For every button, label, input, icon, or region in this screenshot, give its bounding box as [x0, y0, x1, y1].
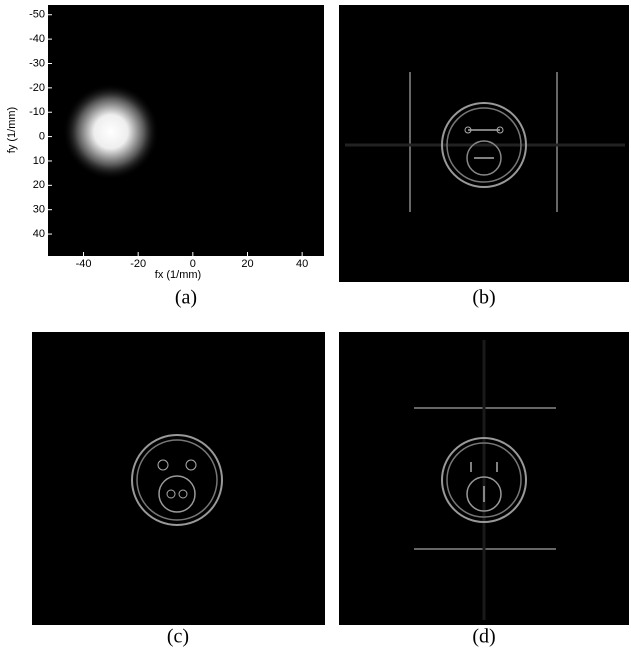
- x-tick-label: -40: [76, 258, 92, 270]
- caption: (b): [472, 287, 495, 309]
- x-tick-label: 40: [296, 258, 308, 270]
- y-tick-label: -40: [29, 33, 45, 45]
- y-axis-label: fy (1/mm): [6, 107, 18, 153]
- caption: (d): [472, 626, 495, 648]
- y-tick-label: 30: [33, 204, 45, 216]
- caption: (a): [175, 287, 197, 309]
- y-tick-label: -30: [29, 57, 45, 69]
- gaussian-spot: [63, 84, 159, 180]
- y-tick-label: -10: [29, 106, 45, 118]
- y-tick-label: 10: [33, 155, 45, 167]
- caption: (c): [167, 626, 189, 648]
- y-tick-label: 20: [33, 179, 45, 191]
- figure: (a) (b) (c) (d) fx (1/mm) fy (1/mm) -40 -…: [0, 0, 631, 658]
- panel-c-image: [32, 332, 325, 625]
- x-axis-label: fx (1/mm): [155, 269, 201, 281]
- panel-d-image: [339, 332, 629, 625]
- y-tick-label: -50: [29, 9, 45, 21]
- x-tick-label: -20: [130, 258, 146, 270]
- x-tick-label: 0: [190, 258, 196, 270]
- y-tick-label: -20: [29, 82, 45, 94]
- y-tick-label: 0: [39, 130, 45, 142]
- x-tick-label: 20: [241, 258, 253, 270]
- y-tick-label: 40: [33, 228, 45, 240]
- panel-b-image: [339, 5, 629, 282]
